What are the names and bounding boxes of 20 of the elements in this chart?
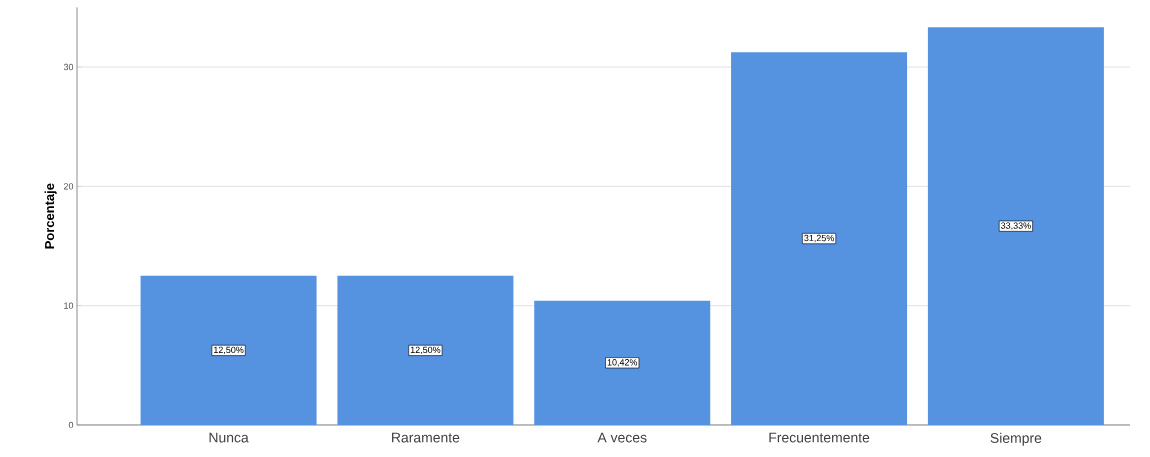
x-tick-label: A veces [597, 432, 647, 443]
x-tick-label: Frecuentemente [769, 432, 870, 443]
bar [534, 300, 711, 425]
y-tick-label: 30 [63, 63, 74, 71]
data-label: 31,25% [804, 234, 834, 243]
y-axis-title: Porcentaje [44, 183, 57, 249]
bar [927, 27, 1104, 425]
bar [731, 52, 908, 425]
data-label: 12,50% [214, 346, 244, 355]
data-label: 12,50% [410, 346, 441, 355]
y-tick-label: 0 [68, 421, 74, 429]
data-label: 10,42% [607, 359, 638, 367]
bar [140, 275, 317, 425]
y-tick-label: 10 [64, 302, 74, 309]
x-tick-label: Raramente [392, 432, 460, 443]
y-tick-label: 20 [63, 183, 74, 190]
data-label: 33,33% [1001, 222, 1031, 230]
x-tick-label: Nunca [209, 432, 249, 443]
x-tick-label: Siempre [990, 432, 1042, 446]
bar [337, 275, 514, 425]
